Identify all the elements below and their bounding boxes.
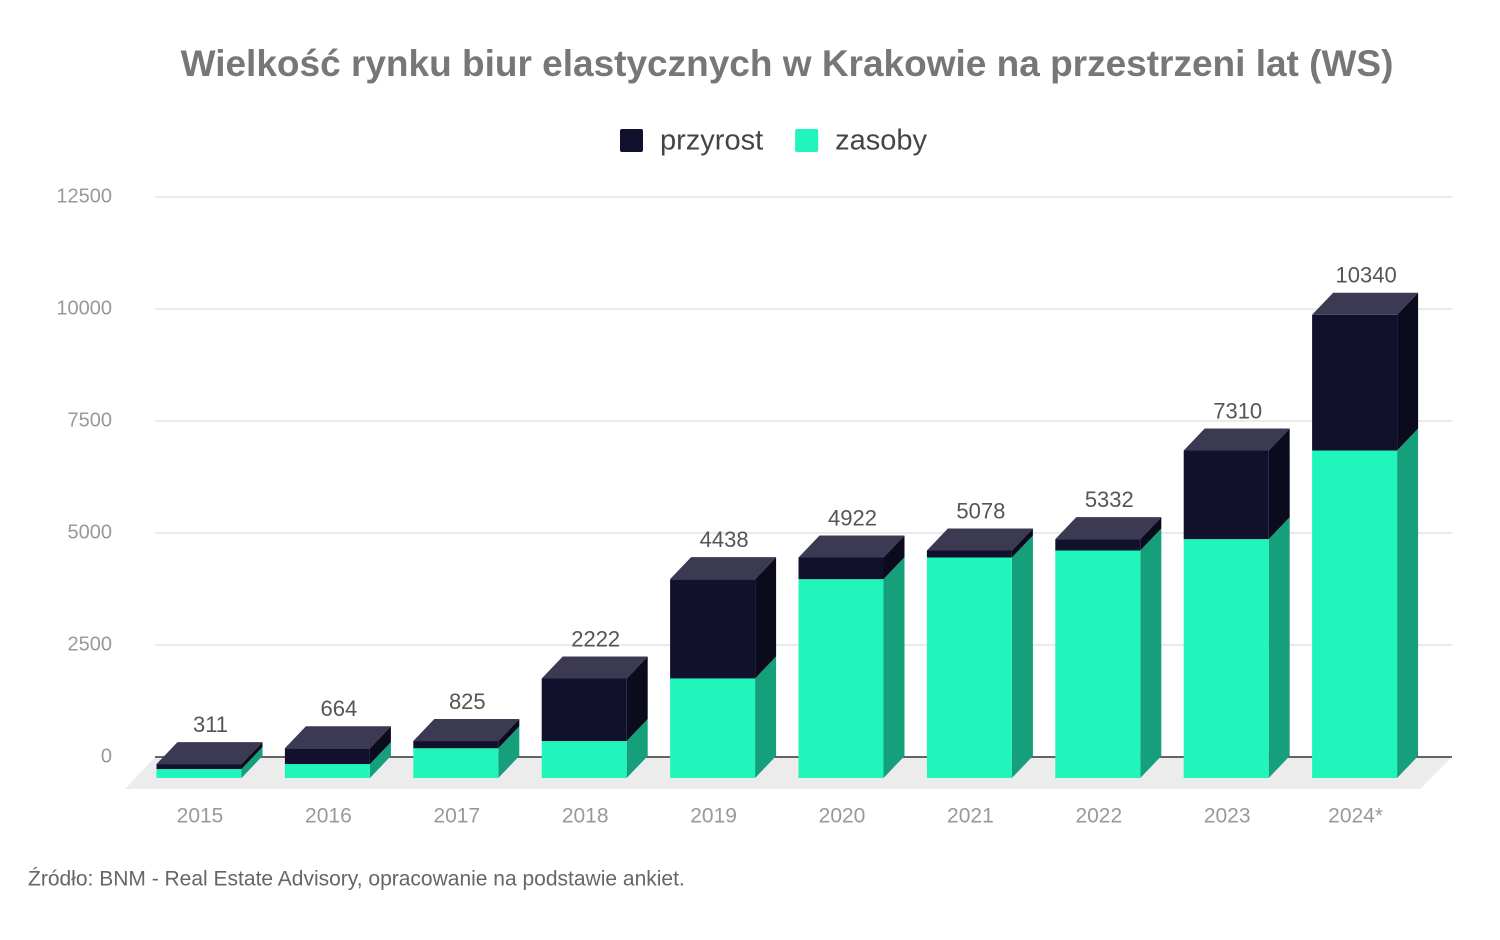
x-tick-label: 2019 [690,805,737,828]
bar-side [1268,517,1290,778]
bar-top [541,656,648,679]
bar [413,748,499,778]
bar-side [1011,535,1033,778]
y-tick-label: 10000 [56,297,112,319]
legend-label: zasoby [835,125,927,157]
legend: przyrost zasoby [620,125,928,157]
bar-side [626,719,648,778]
total-label: 664 [321,696,358,721]
bar-side [1011,528,1033,558]
total-label: 2222 [571,626,620,651]
y-tick-label: 0 [101,745,112,767]
y-tick-label: 5000 [68,521,113,543]
x-tick-label: 2015 [177,805,224,828]
bar [413,741,499,749]
bar [284,764,370,778]
bar [798,579,884,778]
legend-swatch [795,129,819,152]
total-label: 10340 [1336,263,1397,288]
bar-side [1140,517,1162,551]
bar-top [413,719,520,742]
total-label: 4438 [700,527,749,552]
bar [541,741,627,778]
x-tick-label: 2021 [947,805,994,828]
x-tick-label: 2024* [1328,805,1383,828]
total-label: 5332 [1085,487,1134,512]
bar-top [284,726,391,749]
bar-side [883,557,905,778]
x-tick-label: 2023 [1204,805,1251,828]
bar-side [755,656,777,778]
bar [1312,450,1398,778]
x-tick-label: 2017 [433,805,480,828]
legend-swatch [620,129,643,152]
bar-top [670,557,777,580]
bar [1055,539,1141,551]
bar-top [798,535,905,558]
total-label: 825 [449,689,486,714]
bar [1183,450,1269,540]
bar [156,764,242,770]
bar-top [1312,292,1419,315]
bar-side [369,726,391,765]
bar [670,678,756,778]
total-label: 4922 [828,505,877,530]
bar-side [1397,292,1419,451]
bar [926,557,1012,778]
legend-label: przyrost [660,125,763,157]
bar-side [369,742,391,778]
x-tick-label: 2020 [819,805,866,828]
bar-side [755,557,777,679]
bar [926,550,1012,558]
bar-side [1397,428,1419,778]
bar-side [498,719,520,749]
bar [284,748,370,765]
source-note: Źródło: BNM - Real Estate Advisory, opra… [28,868,685,891]
bar-side [883,535,905,580]
bar-side [498,726,520,778]
bar-side [1140,528,1162,778]
total-label: 5078 [956,498,1005,523]
bar [156,769,242,778]
bar-top [1055,517,1162,540]
bar [1312,314,1398,451]
bar [541,678,627,742]
bar-top [156,742,263,765]
bar-top [1183,428,1290,451]
bar-side [626,656,648,742]
total-label: 311 [193,712,228,737]
bar-side [241,742,263,770]
bar [670,579,756,679]
bar-side [1268,428,1290,540]
x-tick-label: 2016 [305,805,352,828]
chart-title: Wielkość rynku biur elastycznych w Krako… [181,43,1394,84]
bar [1055,550,1141,778]
bar-top [926,528,1033,551]
y-tick-label: 2500 [68,633,113,655]
y-tick-label: 7500 [68,409,113,431]
x-tick-label: 2022 [1075,805,1122,828]
x-tick-label: 2018 [562,805,609,828]
bar [798,557,884,580]
total-label: 7310 [1213,398,1262,423]
y-tick-label: 12500 [56,185,112,207]
bar-side [241,747,263,778]
bar [1183,539,1269,778]
